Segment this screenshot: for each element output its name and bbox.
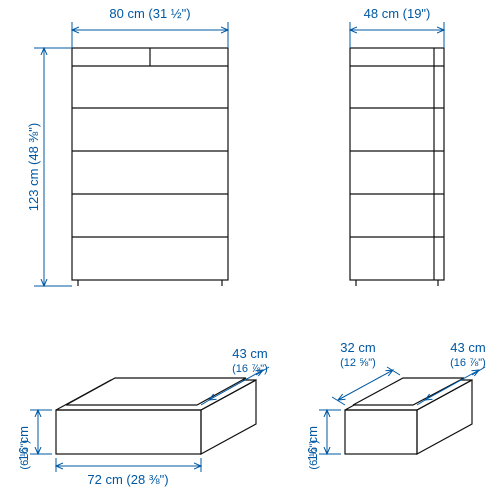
dim-drawer1-height-sub: (6 ¼") <box>19 440 31 470</box>
dresser-side <box>350 48 444 286</box>
dim-drawer2-depth-label: 43 cm <box>450 340 485 355</box>
dim-height-label: 123 cm (48 ⅜") <box>26 123 41 211</box>
dim-drawer1-depth-label: 43 cm <box>232 346 267 361</box>
drawer-small <box>345 378 472 454</box>
drawer-large <box>56 378 256 454</box>
dim-front-width-label: 80 cm (31 ½") <box>109 6 190 21</box>
dim-drawer1-depth-sub: (16 ⅞") <box>232 363 268 375</box>
dim-side-width <box>350 22 444 48</box>
dim-drawer1-width <box>56 458 201 472</box>
dresser-front <box>72 48 228 286</box>
dim-drawer1-height <box>30 410 52 454</box>
dim-drawer2-depth-sub: (16 ⅞") <box>450 357 486 369</box>
dim-side-width-label: 48 cm (19") <box>364 6 431 21</box>
dim-drawer2-width-label: 32 cm <box>340 340 375 355</box>
dim-drawer1-width-label: 72 cm (28 ⅜") <box>87 472 168 487</box>
dim-drawer2-width-sub: (12 ⅝") <box>340 357 376 369</box>
dim-drawer2-height-sub: (6 ¼") <box>308 440 320 470</box>
dim-front-width <box>72 22 228 48</box>
dim-drawer2-height <box>319 410 341 454</box>
dimension-diagram: 80 cm (31 ½") 123 cm (48 ⅜") 48 cm (19") <box>0 0 500 500</box>
